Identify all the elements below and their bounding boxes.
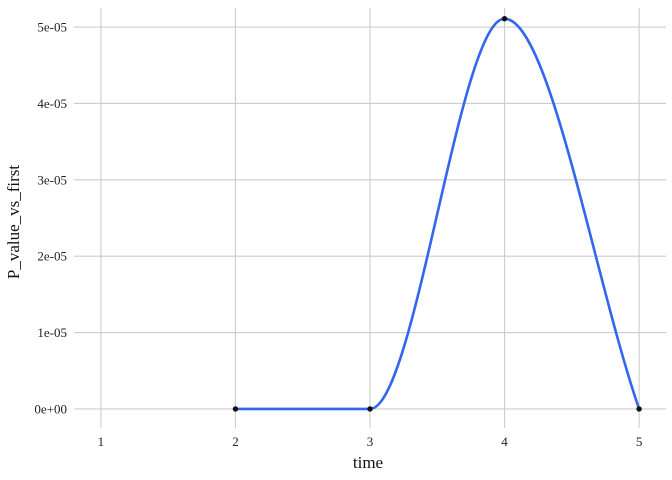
x-tick-label: 3 bbox=[367, 434, 374, 449]
x-axis-ticks: 1 2 3 4 5 bbox=[98, 434, 643, 449]
y-tick-label: 5e-05 bbox=[37, 20, 67, 35]
series-layer bbox=[234, 17, 641, 411]
x-tick-label: 1 bbox=[98, 434, 105, 449]
data-point bbox=[501, 15, 508, 22]
y-axis-title: P_value_vs_first bbox=[4, 165, 23, 280]
x-tick-label: 5 bbox=[636, 434, 643, 449]
x-tick-label: 2 bbox=[232, 434, 239, 449]
x-tick-label: 4 bbox=[501, 434, 508, 449]
y-tick-label: 1e-05 bbox=[37, 325, 67, 340]
y-tick-label: 3e-05 bbox=[37, 172, 67, 187]
y-tick-label: 4e-05 bbox=[37, 96, 67, 111]
y-tick-label: 0e+00 bbox=[34, 401, 67, 416]
data-point bbox=[232, 406, 239, 412]
series-line bbox=[234, 17, 641, 411]
y-axis-ticks: 0e+00 1e-05 2e-05 3e-05 4e-05 5e-05 bbox=[34, 20, 67, 417]
y-tick-label: 2e-05 bbox=[37, 249, 67, 264]
points-layer bbox=[232, 15, 642, 412]
x-axis-title: time bbox=[353, 453, 383, 472]
data-point bbox=[367, 406, 373, 412]
data-point bbox=[636, 406, 642, 412]
grid bbox=[74, 8, 666, 428]
